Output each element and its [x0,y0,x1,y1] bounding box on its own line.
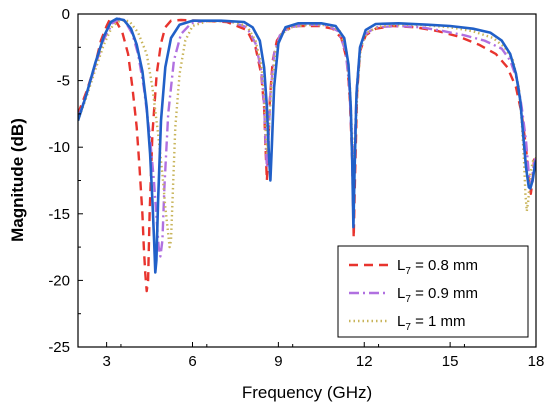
x-tick-label: 9 [274,353,282,370]
x-tick-label: 3 [102,353,110,370]
y-tick-label: 0 [62,6,70,23]
series-line-2 [78,17,536,258]
y-tick-label: -10 [48,139,70,156]
x-tick-label: 18 [528,353,545,370]
legend-box [337,245,529,338]
series-line-4 [78,17,536,274]
y-tick-label: -5 [57,73,70,90]
y-axis-title: Magnitude (dB) [8,118,27,242]
series-layer [78,17,536,293]
x-tick-label: 15 [442,353,459,370]
y-tick-label: -15 [48,206,70,223]
x-tick-label: 6 [188,353,196,370]
legend-label: L7 = 1 mm [397,313,466,333]
x-axis-title: Frequency (GHz) [242,383,372,402]
series-line-3 [78,18,536,249]
y-tick-label: -25 [48,339,70,356]
legend: L7 = 0.8 mm L7 = 0.9 mm L7 = 1 mm [337,245,529,338]
x-tick-label: 12 [356,353,373,370]
axis-ticks: 3 6 9 12 15 18 0 -5 -10 -15 -20 -25 [48,6,544,370]
legend-label: L7 = 0.9 mm [397,285,478,305]
y-tick-label: -20 [48,272,70,289]
legend-label: L7 = 0.8 mm [397,257,478,277]
